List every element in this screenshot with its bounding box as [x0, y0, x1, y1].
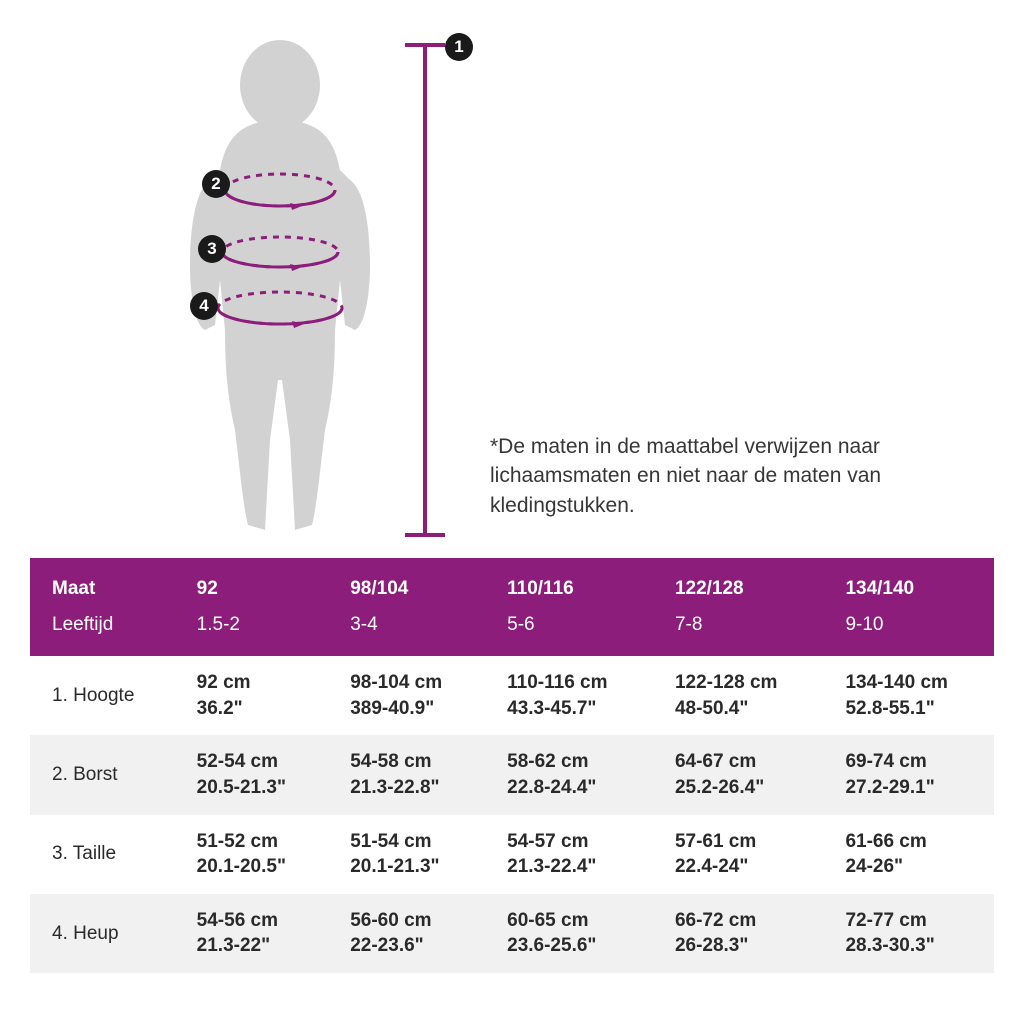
value-in: 20.1-21.3" [350, 854, 477, 880]
measurement-cell: 51-52 cm20.1-20.5" [175, 815, 329, 894]
header-label-leeftijd: Leeftijd [30, 608, 175, 656]
value-cm: 122-128 cm [675, 670, 816, 696]
measurement-cell: 54-58 cm21.3-22.8" [328, 735, 485, 814]
measurement-cell: 52-54 cm20.5-21.3" [175, 735, 329, 814]
value-cm: 54-58 cm [350, 749, 477, 775]
size-table: Maat 92 98/104 110/116 122/128 134/140 L… [30, 558, 994, 973]
measurement-cell: 57-61 cm22.4-24" [653, 815, 824, 894]
measurement-cell: 64-67 cm25.2-26.4" [653, 735, 824, 814]
measurement-cell: 69-74 cm27.2-29.1" [823, 735, 994, 814]
value-in: 20.1-20.5" [197, 854, 321, 880]
value-in: 48-50.4" [675, 696, 816, 722]
measurement-cell: 54-56 cm21.3-22" [175, 894, 329, 973]
value-in: 21.3-22" [197, 933, 321, 959]
value-cm: 60-65 cm [507, 908, 645, 934]
body-figure: 1 2 3 4 [30, 30, 470, 550]
value-cm: 69-74 cm [845, 749, 986, 775]
value-cm: 51-54 cm [350, 829, 477, 855]
value-cm: 54-56 cm [197, 908, 321, 934]
measurement-cell: 92 cm36.2" [175, 656, 329, 735]
age-col-2: 5-6 [485, 608, 653, 656]
value-cm: 64-67 cm [675, 749, 816, 775]
measurement-cell: 122-128 cm48-50.4" [653, 656, 824, 735]
age-col-0: 1.5-2 [175, 608, 329, 656]
diagram-section: 1 2 3 4 *De maten in de maattabel verwij… [30, 20, 994, 550]
value-cm: 54-57 cm [507, 829, 645, 855]
value-in: 21.3-22.8" [350, 775, 477, 801]
value-cm: 98-104 cm [350, 670, 477, 696]
value-cm: 110-116 cm [507, 670, 645, 696]
footnote: *De maten in de maattabel verwijzen naar… [490, 432, 910, 520]
size-col-2: 110/116 [485, 558, 653, 608]
value-cm: 134-140 cm [845, 670, 986, 696]
table-row: 3. Taille51-52 cm20.1-20.5"51-54 cm20.1-… [30, 815, 994, 894]
value-in: 43.3-45.7" [507, 696, 645, 722]
row-label: 4. Heup [30, 894, 175, 973]
row-label: 2. Borst [30, 735, 175, 814]
table-row: 2. Borst52-54 cm20.5-21.3"54-58 cm21.3-2… [30, 735, 994, 814]
badge-waist-icon: 3 [198, 235, 226, 263]
value-in: 27.2-29.1" [845, 775, 986, 801]
value-in: 22.8-24.4" [507, 775, 645, 801]
value-cm: 51-52 cm [197, 829, 321, 855]
row-label: 1. Hoogte [30, 656, 175, 735]
value-in: 26-28.3" [675, 933, 816, 959]
size-col-1: 98/104 [328, 558, 485, 608]
badge-hip-icon: 4 [190, 292, 218, 320]
header-row-age: Leeftijd 1.5-2 3-4 5-6 7-8 9-10 [30, 608, 994, 656]
value-in: 28.3-30.3" [845, 933, 986, 959]
value-cm: 66-72 cm [675, 908, 816, 934]
header-row-size: Maat 92 98/104 110/116 122/128 134/140 [30, 558, 994, 608]
value-cm: 57-61 cm [675, 829, 816, 855]
measurement-cell: 54-57 cm21.3-22.4" [485, 815, 653, 894]
measurement-cell: 60-65 cm23.6-25.6" [485, 894, 653, 973]
measurement-cell: 58-62 cm22.8-24.4" [485, 735, 653, 814]
value-cm: 56-60 cm [350, 908, 477, 934]
table-row: 1. Hoogte92 cm36.2"98-104 cm389-40.9"110… [30, 656, 994, 735]
table-row: 4. Heup54-56 cm21.3-22"56-60 cm22-23.6"6… [30, 894, 994, 973]
measurement-cell: 61-66 cm24-26" [823, 815, 994, 894]
value-cm: 72-77 cm [845, 908, 986, 934]
value-cm: 92 cm [197, 670, 321, 696]
age-col-1: 3-4 [328, 608, 485, 656]
header-label-maat: Maat [30, 558, 175, 608]
measurement-cell: 66-72 cm26-28.3" [653, 894, 824, 973]
measurement-cell: 110-116 cm43.3-45.7" [485, 656, 653, 735]
measurement-cell: 98-104 cm389-40.9" [328, 656, 485, 735]
table-body: 1. Hoogte92 cm36.2"98-104 cm389-40.9"110… [30, 656, 994, 973]
measurement-cell: 51-54 cm20.1-21.3" [328, 815, 485, 894]
value-cm: 58-62 cm [507, 749, 645, 775]
value-in: 36.2" [197, 696, 321, 722]
measurement-cell: 56-60 cm22-23.6" [328, 894, 485, 973]
value-in: 21.3-22.4" [507, 854, 645, 880]
size-col-4: 134/140 [823, 558, 994, 608]
size-col-0: 92 [175, 558, 329, 608]
value-in: 389-40.9" [350, 696, 477, 722]
value-in: 52.8-55.1" [845, 696, 986, 722]
measurement-cell: 134-140 cm52.8-55.1" [823, 656, 994, 735]
value-in: 24-26" [845, 854, 986, 880]
size-col-3: 122/128 [653, 558, 824, 608]
row-label: 3. Taille [30, 815, 175, 894]
value-cm: 61-66 cm [845, 829, 986, 855]
value-in: 22-23.6" [350, 933, 477, 959]
value-cm: 52-54 cm [197, 749, 321, 775]
value-in: 20.5-21.3" [197, 775, 321, 801]
badge-chest-icon: 2 [202, 170, 230, 198]
value-in: 25.2-26.4" [675, 775, 816, 801]
measurement-cell: 72-77 cm28.3-30.3" [823, 894, 994, 973]
age-col-4: 9-10 [823, 608, 994, 656]
value-in: 22.4-24" [675, 854, 816, 880]
badge-height-icon: 1 [445, 33, 473, 61]
value-in: 23.6-25.6" [507, 933, 645, 959]
age-col-3: 7-8 [653, 608, 824, 656]
